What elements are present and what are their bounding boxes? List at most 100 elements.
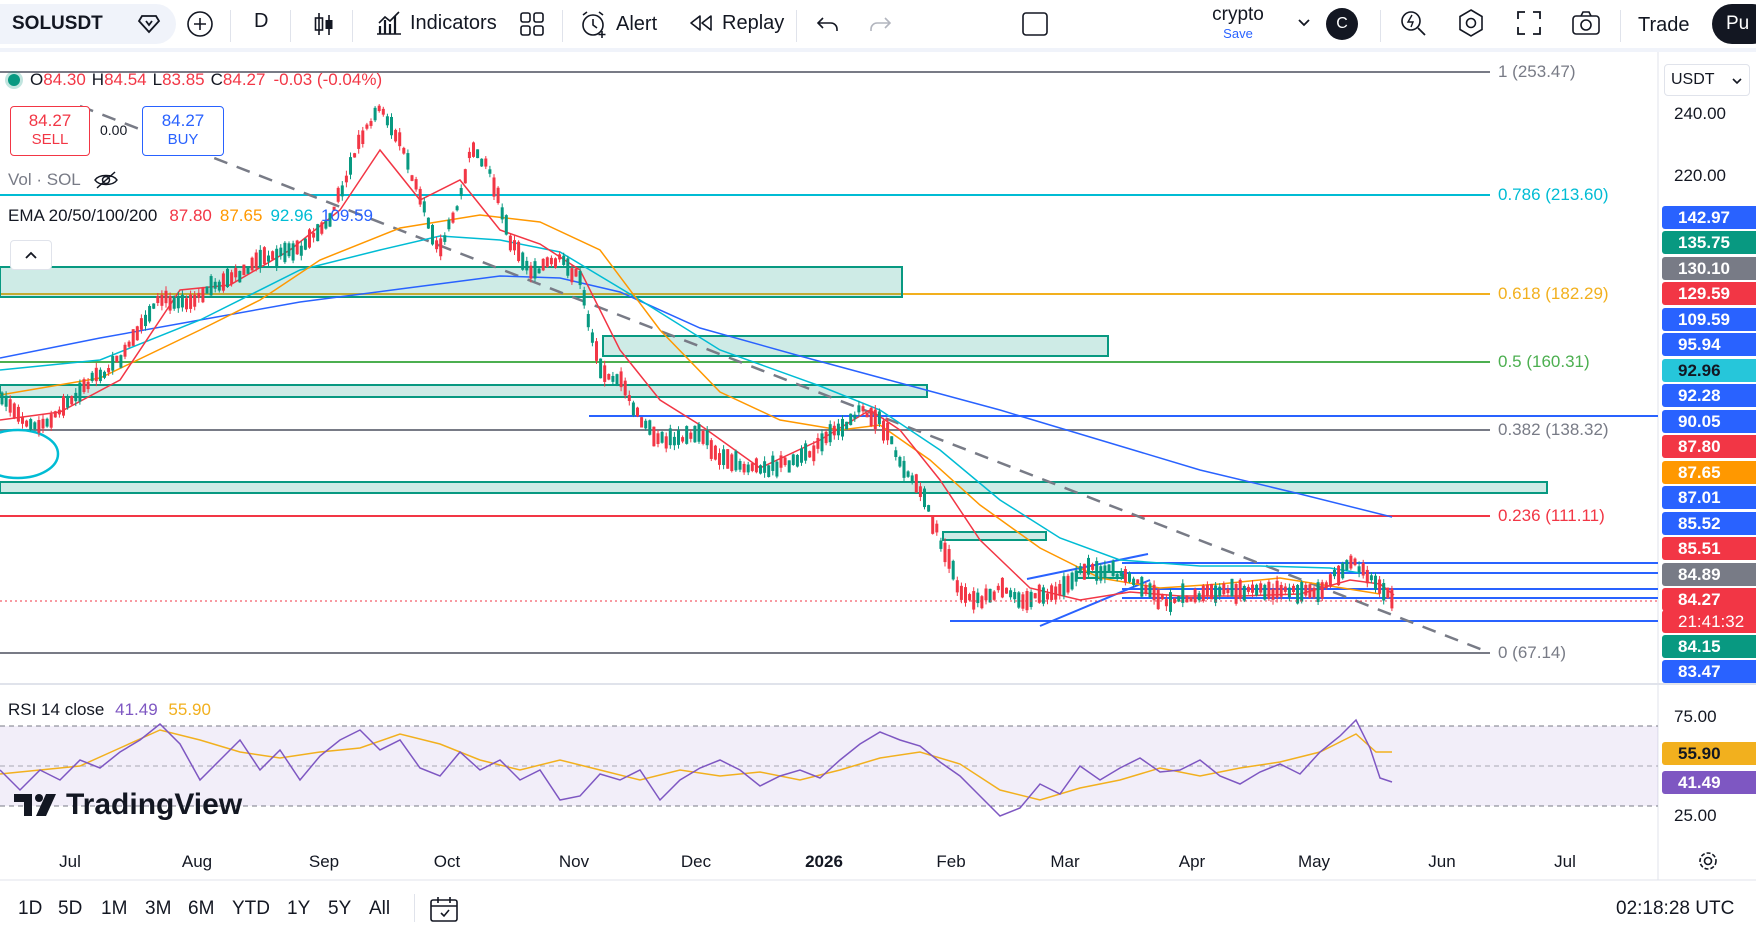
candle-body (410, 175, 414, 181)
range-1m[interactable]: 1M (101, 898, 128, 919)
buy-button[interactable]: 84.27 BUY (142, 106, 224, 156)
redo-icon[interactable] (866, 10, 894, 38)
interval-button[interactable]: D (254, 10, 269, 32)
candle-body (189, 294, 193, 309)
symbol-search-button[interactable]: SOLUSDT (0, 4, 176, 44)
fib-label: 0.786 (213.60) (1498, 185, 1609, 204)
toolbar-divider (796, 10, 797, 42)
candle-body (898, 456, 902, 467)
candle-body (1099, 566, 1103, 581)
ellipse-drawing[interactable] (0, 428, 60, 480)
buy-label: BUY (167, 131, 199, 148)
candle-body (894, 450, 898, 458)
candle-body (1251, 584, 1254, 593)
currency-select[interactable]: USDT (1664, 64, 1750, 96)
ema-label: EMA 20/50/100/200 (8, 206, 158, 225)
candlestick-series[interactable] (0, 104, 1394, 616)
candle-body (279, 247, 283, 257)
layout-square-icon[interactable] (1020, 10, 1050, 38)
candle-body (1140, 576, 1144, 597)
range-1d[interactable]: 1D (18, 898, 43, 919)
supply-zone-rect[interactable] (0, 481, 1548, 494)
candle-body (144, 314, 147, 327)
candle-body (57, 409, 61, 415)
candle-body (418, 188, 422, 205)
alert-button[interactable]: Alert (578, 8, 657, 40)
range-all[interactable]: All (369, 898, 391, 919)
supply-zone-rect[interactable] (942, 531, 1047, 541)
ema-50-line[interactable] (0, 214, 1381, 595)
replay-button[interactable]: Replay (686, 8, 784, 38)
candle-body (1283, 586, 1287, 592)
supply-zone-rect[interactable] (0, 384, 928, 398)
quick-search-icon[interactable] (1398, 8, 1428, 38)
range-ytd[interactable]: YTD (232, 898, 270, 919)
supply-zone-rect[interactable] (602, 335, 1109, 357)
range-1y[interactable]: 1Y (287, 898, 311, 919)
compare-add-icon[interactable] (186, 10, 214, 38)
rsi-line[interactable] (0, 718, 1393, 817)
templates-grid-icon[interactable] (518, 10, 546, 38)
ema-20-value: 87.80 (169, 206, 212, 225)
candle-body (74, 392, 78, 402)
candle-body (8, 399, 12, 413)
time-tick: Dec (680, 852, 712, 871)
channel-line[interactable] (1039, 579, 1151, 627)
chevron-down-icon[interactable] (1296, 14, 1312, 30)
avatar[interactable]: C (1326, 8, 1358, 40)
eye-hidden-icon[interactable] (93, 170, 119, 190)
candle-body (570, 268, 574, 283)
candle-body (447, 219, 451, 230)
price-label: 83.47 (1662, 660, 1756, 683)
candle-body (1181, 583, 1185, 603)
collapse-legend-button[interactable] (10, 240, 52, 270)
undo-icon[interactable] (814, 10, 842, 38)
candle-body (234, 268, 238, 278)
candle-body (566, 258, 570, 276)
range-5y[interactable]: 5Y (328, 898, 352, 919)
ema-200-line[interactable] (0, 275, 1393, 518)
candle-body (1333, 569, 1336, 577)
go-to-date-calendar-icon[interactable] (428, 894, 460, 924)
snapshot-camera-icon[interactable] (1570, 8, 1602, 38)
candle-body (1046, 593, 1049, 600)
utc-clock[interactable]: 02:18:28 UTC (1616, 898, 1735, 919)
chart-canvas[interactable] (0, 52, 1756, 935)
range-3m[interactable]: 3M (145, 898, 172, 919)
candles-chart-type-icon[interactable] (310, 10, 338, 38)
candle-body (685, 426, 689, 444)
price-label: 87.80 (1662, 435, 1756, 458)
trade-button[interactable]: Trade (1638, 14, 1690, 36)
candle-body (1189, 597, 1193, 602)
candle-body (939, 540, 943, 549)
top-toolbar: SOLUSDT D Indicators Ale (0, 0, 1756, 48)
settings-gear-icon[interactable] (1456, 8, 1486, 38)
candle-body (1132, 578, 1136, 586)
sell-button[interactable]: 84.27 SELL (10, 106, 90, 156)
candle-body (1337, 565, 1341, 586)
candle-body (1230, 578, 1234, 597)
alarm-clock-icon (578, 8, 610, 40)
candle-body (254, 252, 258, 269)
candle-body (992, 591, 996, 600)
toolbar-divider (230, 10, 231, 42)
fullscreen-icon[interactable] (1514, 8, 1544, 38)
tradingview-watermark[interactable]: TradingView (14, 788, 242, 822)
indicators-button[interactable]: Indicators (374, 8, 497, 38)
range-6m[interactable]: 6M (188, 898, 215, 919)
publish-button[interactable]: Pu (1712, 4, 1756, 44)
candle-body (554, 258, 557, 268)
time-tick: Feb (936, 852, 966, 871)
dashed-trendline[interactable] (79, 104, 1489, 654)
axis-settings-gear-icon[interactable] (1696, 849, 1720, 873)
premium-diamond-icon[interactable] (137, 12, 161, 36)
range-5d[interactable]: 5D (58, 898, 83, 919)
rsi-ma-line[interactable] (0, 729, 1392, 801)
candle-body (779, 455, 783, 468)
candle-body (1066, 575, 1070, 593)
ema-100-line[interactable] (0, 235, 1361, 574)
candle-body (1287, 587, 1291, 598)
candle-body (636, 407, 639, 417)
candle-body (972, 591, 976, 610)
layout-name-button[interactable]: crypto Save (1196, 4, 1280, 41)
